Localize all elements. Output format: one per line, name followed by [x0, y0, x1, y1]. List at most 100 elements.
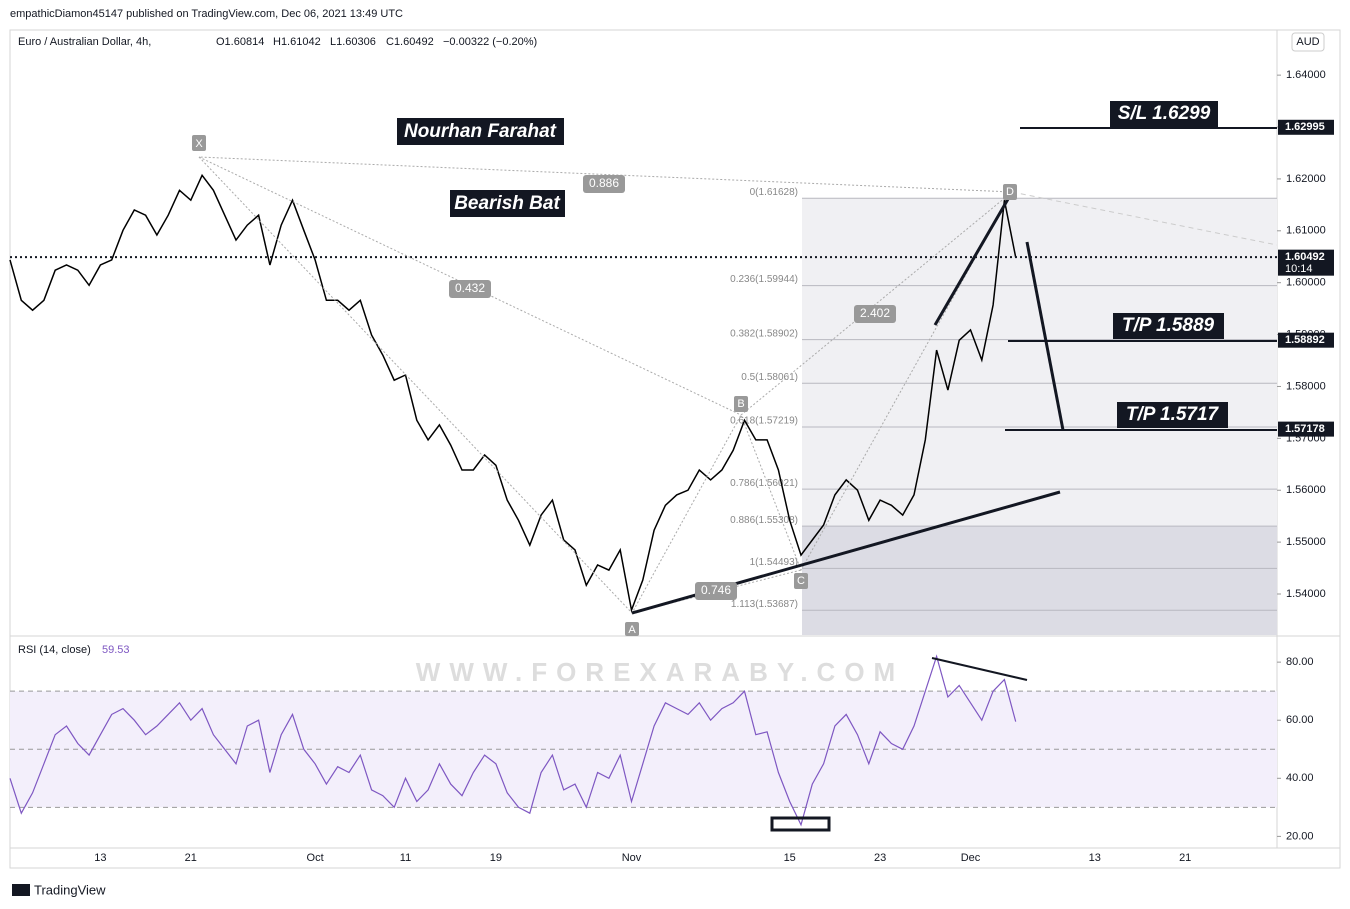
symbol: Euro / Australian Dollar, 4h, — [18, 36, 151, 48]
point-label: X — [195, 138, 203, 150]
fib-label: 0.236(1.59944) — [730, 274, 798, 285]
annotation-box — [1117, 402, 1228, 428]
ratio-box — [854, 305, 896, 323]
ratio-box — [449, 280, 491, 298]
annotation: Bearish Bat — [454, 193, 560, 214]
ohlc-change: −0.00322 (−0.20%) — [443, 36, 537, 48]
ohlc-high: H1.61042 — [273, 36, 321, 48]
point-label: D — [1006, 186, 1014, 198]
y-tick-label: 1.55000 — [1286, 536, 1326, 548]
x-tick-label: 19 — [490, 852, 502, 864]
currency-box — [1291, 32, 1325, 52]
annotation-box — [450, 190, 565, 217]
y-tick-label: 20.00 — [1286, 830, 1314, 842]
fib-label: 0.786(1.56021) — [730, 478, 798, 489]
pattern-labels: X A B C D 0.886 0.432 2.402 0.746 — [192, 135, 1017, 636]
x-tick-label: 21 — [1179, 852, 1191, 864]
publisher: empathicDiamon45147 published on Trading… — [10, 8, 403, 20]
annotation-box — [1113, 313, 1224, 339]
fib-label: 0(1.61628) — [750, 187, 798, 198]
currency: AUD — [1296, 36, 1319, 48]
ratio-label: 0.746 — [701, 583, 731, 597]
fib-label: 0.618(1.57219) — [730, 416, 798, 427]
point-box — [794, 573, 808, 589]
x-tick-label: 21 — [185, 852, 197, 864]
y-tick-label: 1.61000 — [1286, 225, 1326, 237]
y-tick-label: 80.00 — [1286, 656, 1314, 668]
y-tick-label: 40.00 — [1286, 772, 1314, 784]
y-tick-label: 1.64000 — [1286, 69, 1326, 81]
frame — [9, 29, 1341, 869]
ohlc-open: O1.60814 — [216, 36, 264, 48]
x-tick-label: 15 — [784, 852, 796, 864]
price-badge-label: 1.62995 — [1285, 121, 1325, 133]
series-line — [9, 654, 1017, 827]
logo — [12, 884, 30, 896]
countdown: 10:14 — [1285, 263, 1313, 275]
x-tick-label: 23 — [874, 852, 886, 864]
x-tick-label: Nov — [622, 852, 642, 864]
fib-zone — [802, 610, 1277, 635]
price-badge — [1278, 119, 1334, 135]
ratio-label: 0.886 — [589, 176, 619, 190]
fib-zone — [802, 568, 1277, 611]
y-tick-label: 1.62000 — [1286, 173, 1326, 185]
y-tick-label: 1.60000 — [1286, 277, 1326, 289]
rsi-title: RSI (14, close) — [18, 644, 91, 656]
x-tick-label: 11 — [400, 852, 411, 864]
series-line — [9, 173, 1017, 613]
y-tick-label: 60.00 — [1286, 714, 1314, 726]
point-box — [192, 135, 206, 151]
fib-label: 1(1.54493) — [750, 557, 798, 568]
x-tick-label: Oct — [307, 852, 324, 864]
fib-label: 0.382(1.58902) — [730, 328, 798, 339]
fib-label: 0.5(1.58061) — [741, 372, 798, 383]
trendline — [933, 186, 1017, 326]
fib-label: 0.886(1.55308) — [730, 515, 798, 526]
point-box — [1003, 184, 1017, 200]
ratio-box — [695, 582, 737, 600]
price-badge-label: 1.57178 — [1285, 423, 1325, 435]
price-badge — [1278, 249, 1334, 276]
rsi-box — [770, 816, 831, 832]
x-tick-label: 13 — [94, 852, 106, 864]
annotation-box — [1110, 101, 1218, 127]
price-badge-label: 1.60492 — [1285, 251, 1325, 263]
x-tick-label: Dec — [961, 852, 981, 864]
ratio-label: 2.402 — [860, 306, 890, 320]
price-badge — [1278, 332, 1334, 348]
point-box — [734, 396, 748, 412]
fib-zone — [802, 426, 1277, 490]
annotation: T/P 1.5717 — [1126, 404, 1220, 425]
point-label: C — [797, 575, 805, 587]
rsi-last-value: 59.53 — [102, 644, 130, 656]
price-badge-label: 1.58892 — [1285, 334, 1325, 346]
y-tick-label: 1.54000 — [1286, 588, 1326, 600]
y-tick-label: 1.56000 — [1286, 484, 1326, 496]
fib-zone — [802, 198, 1277, 286]
ratio-box — [583, 175, 625, 193]
annotation-box — [397, 118, 564, 145]
fib-zone — [802, 489, 1277, 527]
annotation: S/L 1.6299 — [1118, 103, 1211, 124]
rsi-divergence — [931, 657, 1028, 681]
trendline — [1025, 241, 1065, 431]
watermark: WWW.FOREXARABY.COM — [416, 657, 904, 687]
point-box — [625, 622, 639, 636]
projection-line — [1011, 191, 1278, 246]
x-tick-label: 13 — [1089, 852, 1101, 864]
footer: TradingView — [34, 882, 106, 897]
fib-zone — [802, 339, 1277, 384]
point-label: A — [628, 624, 636, 636]
ratio-label: 0.432 — [455, 281, 485, 295]
annotation: T/P 1.5889 — [1122, 315, 1215, 336]
fib-zone — [802, 526, 1277, 569]
ohlc-low: L1.60306 — [330, 36, 376, 48]
point-label: B — [737, 398, 744, 410]
price-badge — [1278, 421, 1334, 437]
annotation: Nourhan Farahat — [404, 121, 557, 142]
y-tick-label: 1.58000 — [1286, 380, 1326, 392]
ohlc-close: C1.60492 — [386, 36, 434, 48]
fib-label: 1.113(1.53687) — [731, 599, 798, 610]
